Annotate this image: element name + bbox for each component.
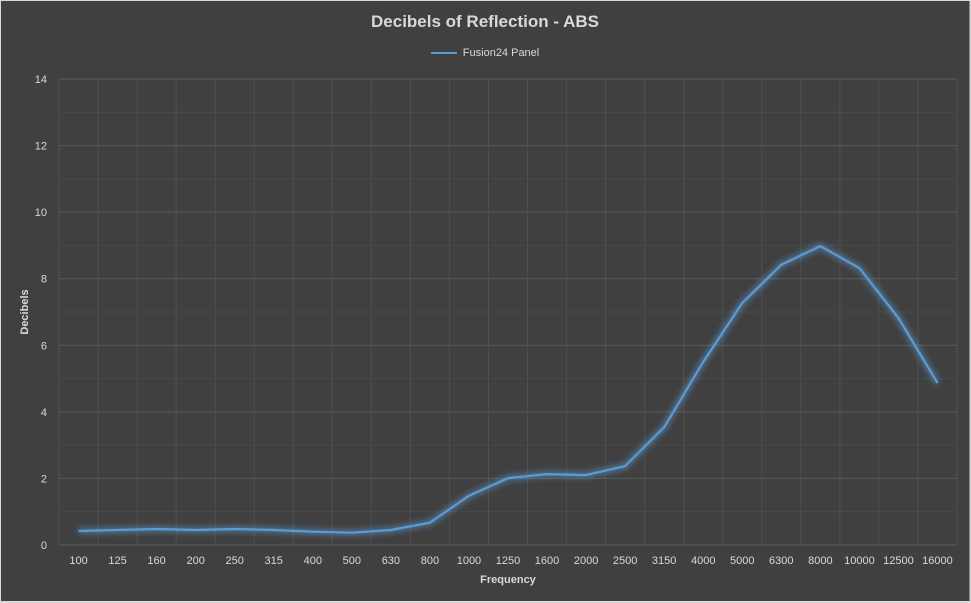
series-glow [78,242,941,536]
x-axis-ticks: 100 125 160 200 250 315 400 500 630 800 1000 1250 16… [69,555,952,567]
x-tick-label: 5000 [730,555,754,567]
x-tick-label: 800 [421,555,439,567]
gridlines [58,78,958,546]
y-tick-label: 10 [35,207,47,219]
x-tick-label: 500 [343,555,361,567]
y-tick-label: 12 [35,141,47,153]
x-tick-label: 2000 [574,555,598,567]
x-tick-label: 16000 [922,555,953,567]
y-tick-label: 8 [41,274,47,286]
x-axis-title: Frequency [480,574,537,586]
x-tick-label: 2500 [613,555,637,567]
x-tick-label: 1600 [535,555,559,567]
x-tick-label: 630 [382,555,400,567]
x-tick-label: 10000 [844,555,875,567]
y-tick-label: 14 [35,74,47,86]
x-tick-label: 1000 [457,555,481,567]
x-tick-label: 200 [186,555,204,567]
y-axis-title: Decibels [19,289,31,334]
x-tick-label: 12500 [883,555,914,567]
x-tick-label: 1250 [496,555,520,567]
legend-line-icon [430,52,457,55]
x-tick-label: 400 [304,555,322,567]
y-tick-label: 4 [41,407,47,419]
series-line[interactable] [78,245,939,534]
x-tick-label: 125 [108,555,126,567]
x-tick-label: 250 [226,555,244,567]
x-tick-label: 6300 [769,555,793,567]
y-tick-label: 6 [41,340,47,352]
y-tick-label: 0 [41,540,47,552]
x-tick-label: 4000 [691,555,715,567]
x-tick-label: 8000 [808,555,832,567]
y-tick-label: 2 [41,473,47,485]
x-tick-label: 315 [265,555,283,567]
x-tick-label: 160 [147,555,165,567]
chart-title: Decibels of Reflection - ABS [371,12,599,31]
x-tick-label: 100 [69,555,87,567]
legend[interactable]: Fusion24 Panel [1,47,969,59]
y-axis-ticks: 0 2 4 6 8 10 12 14 [35,74,47,552]
legend-label: Fusion24 Panel [462,47,540,59]
x-tick-label: 3150 [652,555,676,567]
